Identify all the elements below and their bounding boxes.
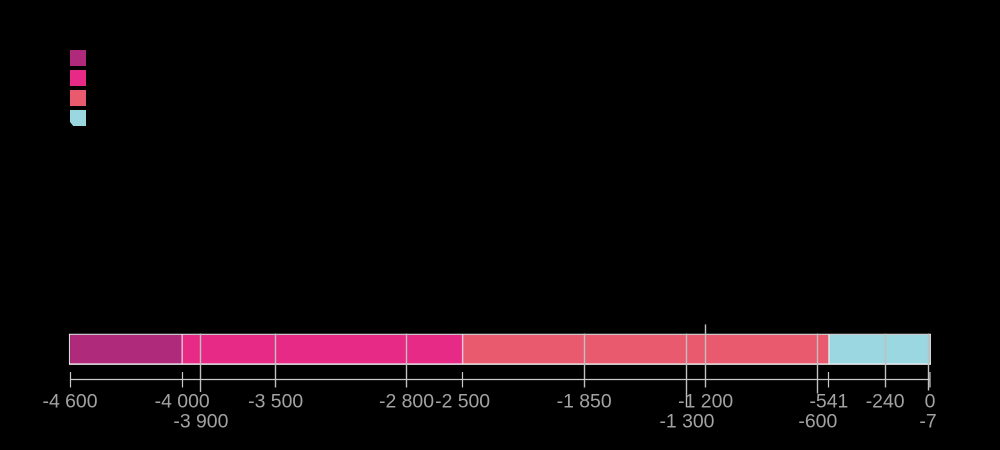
svg-text:0: 0 bbox=[925, 391, 936, 413]
svg-text:-2 800: -2 800 bbox=[379, 391, 434, 413]
svg-text:-600: -600 bbox=[798, 411, 837, 433]
svg-text:-3 500: -3 500 bbox=[248, 391, 303, 413]
svg-text:-4 000: -4 000 bbox=[155, 391, 210, 413]
svg-text:-4 600: -4 600 bbox=[43, 391, 98, 413]
svg-text:-1 200: -1 200 bbox=[678, 391, 733, 413]
svg-text:-1 300: -1 300 bbox=[659, 411, 714, 433]
svg-text:-240: -240 bbox=[866, 391, 905, 413]
svg-text:-1 850: -1 850 bbox=[557, 391, 612, 413]
svg-text:-2 500: -2 500 bbox=[435, 391, 490, 413]
svg-text:-3 900: -3 900 bbox=[173, 411, 228, 433]
svg-text:-541: -541 bbox=[809, 391, 848, 413]
svg-text:-7: -7 bbox=[919, 411, 936, 433]
